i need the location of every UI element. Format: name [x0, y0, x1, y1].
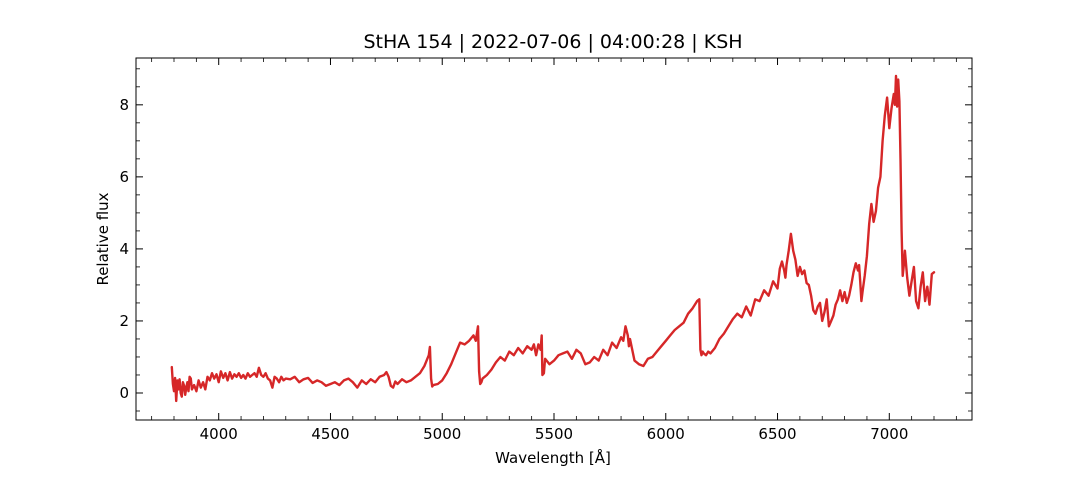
spectrum-series-line [170, 74, 936, 403]
y-tick-label: 2 [119, 312, 129, 330]
x-tick-label: 6500 [758, 425, 796, 443]
y-tick-label: 0 [119, 384, 129, 402]
y-tick-label: 4 [119, 240, 129, 258]
x-tick-label: 7000 [870, 425, 908, 443]
plot-area [170, 74, 936, 403]
chart-title: StHA 154 | 2022-07-06 | 04:00:28 | KSH [363, 31, 742, 53]
x-tick-label: 4500 [311, 425, 349, 443]
x-tick-label: 4000 [200, 425, 238, 443]
y-tick-label: 8 [119, 96, 129, 114]
axes-frame [135, 57, 973, 421]
x-tick-label: 5500 [535, 425, 573, 443]
x-tick-label: 5000 [423, 425, 461, 443]
y-axis-label: Relative flux [94, 192, 112, 285]
x-tick-label: 6000 [647, 425, 685, 443]
y-tick-label: 6 [119, 168, 129, 186]
axis-ticks: 4000 4500 5000 5500 6000 6500 7000 0 2 4 6 8 [119, 58, 972, 443]
x-axis-label: Wavelength [Å] [495, 448, 611, 467]
